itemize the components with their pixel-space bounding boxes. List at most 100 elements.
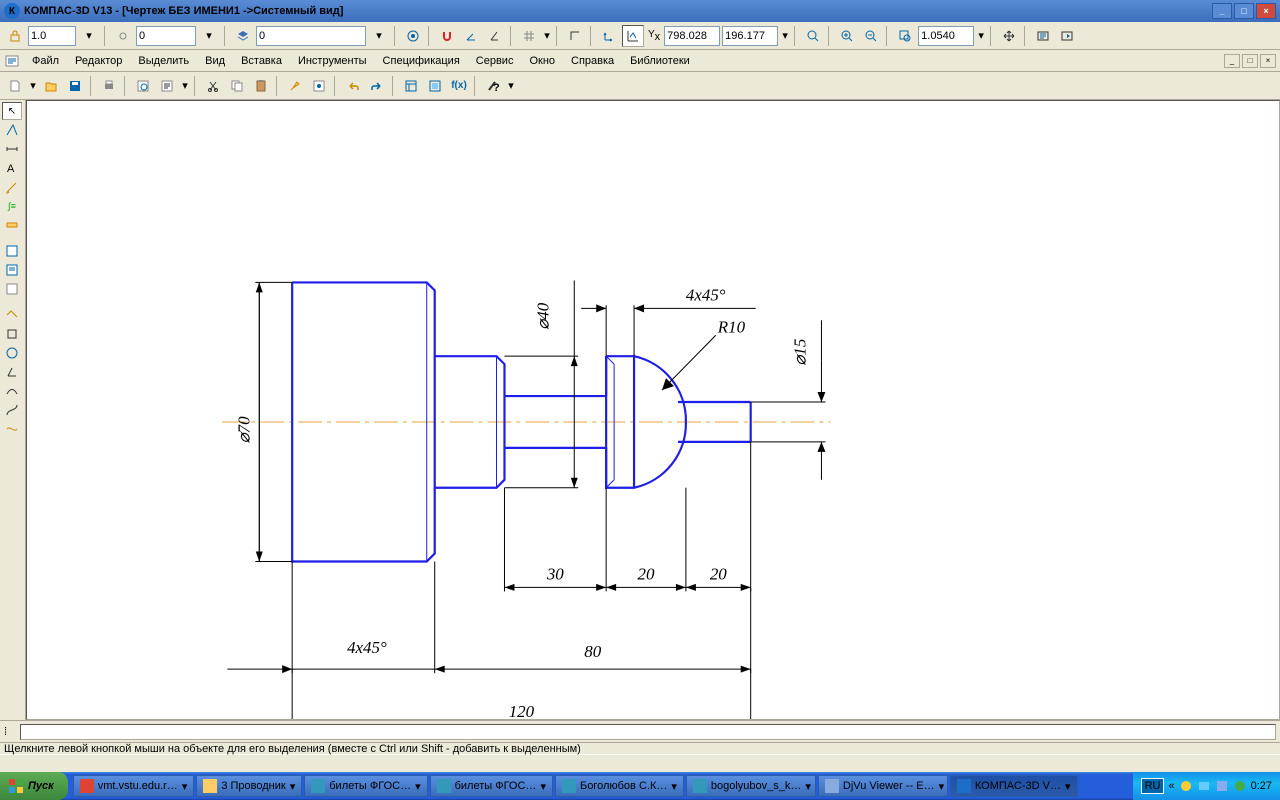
- taskbar-item[interactable]: 3 Проводник▾: [196, 775, 302, 797]
- tray-icon-3[interactable]: [1215, 779, 1229, 793]
- scale-dropdown-icon[interactable]: ▾: [78, 25, 100, 47]
- measure-tool-icon[interactable]: [2, 216, 22, 234]
- cut-icon[interactable]: [202, 75, 224, 97]
- drawing-canvas[interactable]: ⌀70⌀40⌀154x45°R103020204x45°80120: [26, 100, 1280, 720]
- layer-input[interactable]: [256, 26, 366, 46]
- menu-tools[interactable]: Инструменты: [290, 52, 375, 70]
- tray-icon-2[interactable]: [1197, 779, 1211, 793]
- save-file-icon[interactable]: [64, 75, 86, 97]
- doc-minimize-button[interactable]: _: [1224, 54, 1240, 68]
- props2-icon[interactable]: [308, 75, 330, 97]
- redraw-icon[interactable]: [1032, 25, 1054, 47]
- dimension-tool-icon[interactable]: [2, 140, 22, 158]
- zoom-window-icon[interactable]: [894, 25, 916, 47]
- minimize-button[interactable]: _: [1212, 3, 1232, 19]
- angle-icon[interactable]: [460, 25, 482, 47]
- taskbar-item[interactable]: DjVu Viewer -- E…▾: [818, 775, 948, 797]
- new-file-icon[interactable]: [4, 75, 26, 97]
- taskbar-item[interactable]: КОМПАС-3D V…▾: [950, 775, 1078, 797]
- taskbar-item[interactable]: билеты ФГОС…▾: [304, 775, 427, 797]
- tray-expand-icon[interactable]: «: [1168, 780, 1174, 792]
- scale-input[interactable]: [28, 26, 76, 46]
- menu-libs[interactable]: Библиотеки: [622, 52, 698, 70]
- start-button[interactable]: Пуск: [0, 772, 68, 800]
- print-icon[interactable]: [98, 75, 120, 97]
- magnet-icon[interactable]: [436, 25, 458, 47]
- curve-tool-icon[interactable]: [2, 401, 22, 419]
- lang-indicator[interactable]: RU: [1141, 778, 1165, 794]
- new-dropdown-icon[interactable]: ▾: [28, 75, 38, 97]
- taskbar-item[interactable]: bogolyubov_s_k…▾: [686, 775, 816, 797]
- zoom-fit-icon[interactable]: [802, 25, 824, 47]
- geometry-tool-icon[interactable]: [2, 121, 22, 139]
- clock[interactable]: 0:27: [1251, 780, 1272, 792]
- break-tool-icon[interactable]: [2, 325, 22, 343]
- tray-icon-4[interactable]: [1233, 779, 1247, 793]
- x-coord-input[interactable]: [664, 26, 720, 46]
- step-input[interactable]: [136, 26, 196, 46]
- app-menu-icon[interactable]: [4, 53, 20, 69]
- spline-tool-icon[interactable]: [2, 420, 22, 438]
- step-icon[interactable]: [112, 25, 134, 47]
- tangent-tool-icon[interactable]: [2, 382, 22, 400]
- help-dropdown-icon[interactable]: ▾: [506, 75, 516, 97]
- close-button[interactable]: ×: [1256, 3, 1276, 19]
- help-icon[interactable]: ?: [482, 75, 504, 97]
- redo-icon[interactable]: [366, 75, 388, 97]
- constraint-tool-icon[interactable]: [2, 363, 22, 381]
- y-coord-input[interactable]: [722, 26, 778, 46]
- open-file-icon[interactable]: [40, 75, 62, 97]
- taskbar-item[interactable]: vmt.vstu.edu.r…▾: [73, 775, 195, 797]
- zoom-in-icon[interactable]: [836, 25, 858, 47]
- menu-edit[interactable]: Редактор: [67, 52, 130, 70]
- manager-icon[interactable]: [400, 75, 422, 97]
- properties-icon[interactable]: [156, 75, 178, 97]
- layers-icon[interactable]: [232, 25, 254, 47]
- reports-tool-icon[interactable]: [2, 280, 22, 298]
- taskbar-item[interactable]: билеты ФГОС…▾: [430, 775, 553, 797]
- grid-dropdown-icon[interactable]: ▾: [542, 25, 552, 47]
- views-tool-icon[interactable]: [2, 306, 22, 324]
- menu-help[interactable]: Справка: [563, 52, 622, 70]
- zoom-prev-icon[interactable]: [860, 25, 882, 47]
- taskbar-item[interactable]: Боголюбов С.К…▾: [555, 775, 684, 797]
- system-tray[interactable]: RU « 0:27: [1133, 772, 1280, 800]
- lcs-icon[interactable]: [598, 25, 620, 47]
- ortho-icon[interactable]: [564, 25, 586, 47]
- doc-maximize-button[interactable]: □: [1242, 54, 1258, 68]
- spec-tool-icon[interactable]: [2, 242, 22, 260]
- property-field[interactable]: [20, 724, 1276, 740]
- circle-tool-icon[interactable]: [2, 344, 22, 362]
- param-tool-icon[interactable]: ∫≡: [2, 197, 22, 215]
- step-dropdown-icon[interactable]: ▾: [198, 25, 220, 47]
- menu-select[interactable]: Выделить: [130, 52, 197, 70]
- select-tool-icon[interactable]: ↖: [2, 102, 22, 120]
- brush-icon[interactable]: [284, 75, 306, 97]
- doc-close-button[interactable]: ×: [1260, 54, 1276, 68]
- zoom-input[interactable]: [918, 26, 974, 46]
- maximize-button[interactable]: □: [1234, 3, 1254, 19]
- menu-spec[interactable]: Спецификация: [375, 52, 468, 70]
- preview-icon[interactable]: [132, 75, 154, 97]
- variables-icon[interactable]: [424, 75, 446, 97]
- view-button[interactable]: [402, 25, 424, 47]
- properties-dropdown-icon[interactable]: ▾: [180, 75, 190, 97]
- menu-file[interactable]: Файл: [24, 52, 67, 70]
- layer-dropdown-icon[interactable]: ▾: [368, 25, 390, 47]
- menu-insert[interactable]: Вставка: [233, 52, 290, 70]
- grid-icon[interactable]: [518, 25, 540, 47]
- lock-icon[interactable]: [4, 25, 26, 47]
- menu-service[interactable]: Сервис: [468, 52, 522, 70]
- coord-dropdown-icon[interactable]: ▾: [780, 25, 790, 47]
- panel-grip-icon[interactable]: ⁞: [4, 726, 16, 738]
- coords-icon[interactable]: [622, 25, 644, 47]
- undo-icon[interactable]: [342, 75, 364, 97]
- designation-tool-icon[interactable]: A: [2, 159, 22, 177]
- paste-icon[interactable]: [250, 75, 272, 97]
- spec2-tool-icon[interactable]: [2, 261, 22, 279]
- copy-icon[interactable]: [226, 75, 248, 97]
- rebuild-icon[interactable]: [1056, 25, 1078, 47]
- menu-window[interactable]: Окно: [521, 52, 563, 70]
- tray-icon-1[interactable]: [1179, 779, 1193, 793]
- menu-view[interactable]: Вид: [197, 52, 233, 70]
